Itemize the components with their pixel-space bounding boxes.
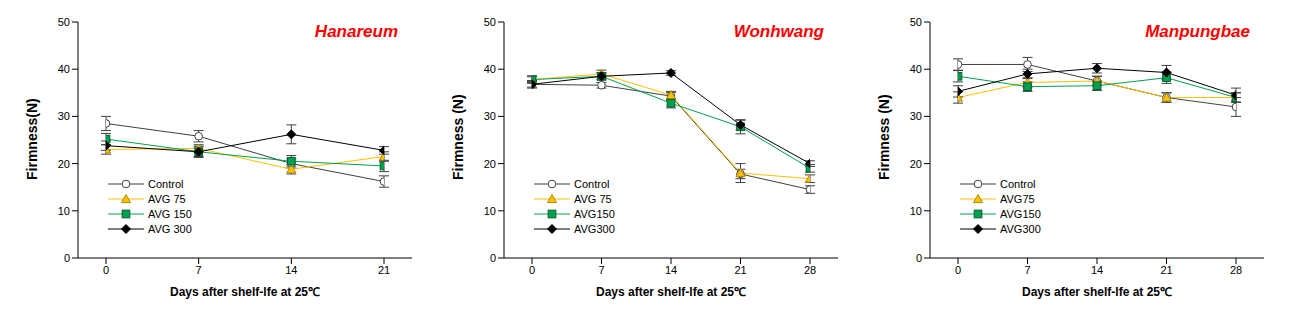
svg-text:14: 14 <box>285 264 297 276</box>
svg-text:Days after shelf-lfe at 25℃: Days after shelf-lfe at 25℃ <box>170 285 320 299</box>
svg-text:Days after shelf-lfe at 25℃: Days after shelf-lfe at 25℃ <box>596 285 746 299</box>
svg-text:Firmness (N): Firmness (N) <box>876 94 892 180</box>
html-text:AVG 75: AVG 75 <box>148 192 186 205</box>
svg-text:0: 0 <box>529 264 535 276</box>
html-text:Control: Control <box>574 177 610 190</box>
svg-text:10: 10 <box>484 205 496 217</box>
svg-text:50: 50 <box>910 16 922 28</box>
svg-text:Firmness(N): Firmness(N) <box>24 98 40 180</box>
svg-text:Days after shelf-lfe at 25℃: Days after shelf-lfe at 25℃ <box>1022 285 1172 299</box>
svg-text:50: 50 <box>484 16 496 28</box>
svg-text:28: 28 <box>804 264 816 276</box>
html-text:Manpungbae: Manpungbae <box>1145 22 1250 41</box>
svg-text:40: 40 <box>484 63 496 75</box>
svg-text:0: 0 <box>103 264 109 276</box>
svg-text:7: 7 <box>1024 264 1030 276</box>
svg-text:40: 40 <box>58 63 70 75</box>
svg-text:0: 0 <box>916 252 922 264</box>
html-text:AVG 150: AVG 150 <box>148 207 192 220</box>
svg-text:21: 21 <box>1160 264 1172 276</box>
svg-text:0: 0 <box>490 252 496 264</box>
svg-text:Firmness (N): Firmness (N) <box>450 94 466 180</box>
html-text:AVG300: AVG300 <box>574 222 615 235</box>
html-text:Control: Control <box>1000 177 1036 190</box>
svg-text:7: 7 <box>196 264 202 276</box>
html-text:AVG150: AVG150 <box>1000 207 1041 220</box>
svg-text:7: 7 <box>598 264 604 276</box>
svg-text:14: 14 <box>665 264 677 276</box>
html-text:AVG150: AVG150 <box>574 207 615 220</box>
svg-text:28: 28 <box>1230 264 1242 276</box>
html-text:Wonhwang: Wonhwang <box>733 22 824 41</box>
html-text:Hanareum: Hanareum <box>314 22 398 41</box>
svg-text:10: 10 <box>910 205 922 217</box>
svg-text:14: 14 <box>1091 264 1103 276</box>
svg-text:0: 0 <box>955 264 961 276</box>
svg-text:30: 30 <box>484 110 496 122</box>
svg-text:21: 21 <box>734 264 746 276</box>
svg-text:21: 21 <box>378 264 390 276</box>
svg-text:30: 30 <box>58 110 70 122</box>
svg-text:10: 10 <box>58 205 70 217</box>
html-text:AVG 300: AVG 300 <box>148 222 192 235</box>
svg-text:20: 20 <box>58 158 70 170</box>
html-text:AVG300: AVG300 <box>1000 222 1041 235</box>
svg-text:30: 30 <box>910 110 922 122</box>
svg-text:20: 20 <box>484 158 496 170</box>
svg-text:50: 50 <box>58 16 70 28</box>
svg-text:40: 40 <box>910 63 922 75</box>
html-text:AVG75: AVG75 <box>1000 192 1035 205</box>
svg-text:0: 0 <box>64 252 70 264</box>
svg-text:20: 20 <box>910 158 922 170</box>
html-text:AVG 75: AVG 75 <box>574 192 612 205</box>
html-text:Control: Control <box>148 177 184 190</box>
